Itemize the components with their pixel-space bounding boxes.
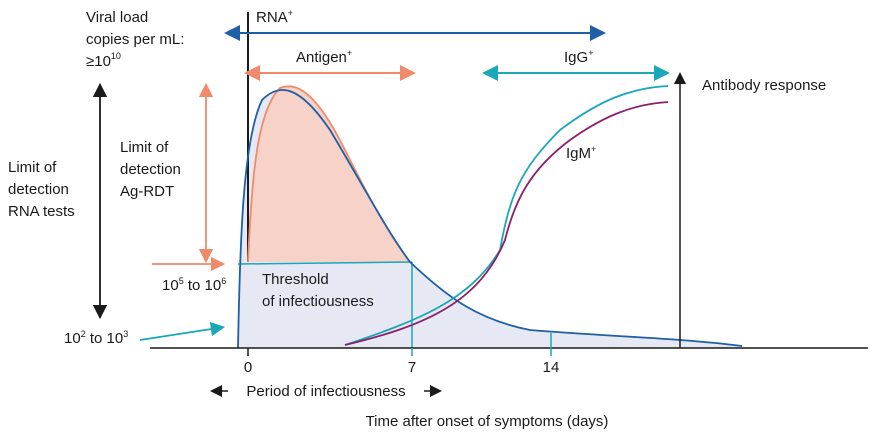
tick-label-7: 7 [408, 359, 416, 376]
rna-label: RNA+ [256, 8, 293, 26]
viral-load-title-line2: copies per mL: [86, 31, 184, 48]
viral-load-curve [237, 89, 743, 349]
low-level-pointer [139, 321, 226, 341]
igm-label: IgM+ [566, 144, 596, 162]
antigen-label: Antigen+ [296, 48, 352, 66]
igm-curve [344, 101, 669, 346]
rna-tests-label-line2: detection [8, 181, 69, 198]
viral-load-title-line3: ≥1010 [86, 51, 121, 70]
igg-curve [344, 85, 669, 346]
threshold-line [237, 261, 413, 265]
antibody-response-label: Antibody response [702, 77, 826, 94]
period-label: Period of infectiousness [246, 383, 405, 400]
low-level-label: 102 to 103 [64, 329, 128, 347]
rna-tests-label-line1: Limit of [8, 159, 57, 176]
antigen-area [248, 86, 410, 262]
x-axis-title: Time after onset of symptoms (days) [366, 413, 609, 430]
high-level-label: 105 to 106 [162, 276, 226, 294]
viral-load-area [238, 89, 742, 348]
agrdt-label-line3: Ag-RDT [120, 183, 174, 200]
threshold-label-line2: of infectiousness [262, 293, 374, 310]
agrdt-label-line1: Limit of [120, 139, 169, 156]
tick-label-14: 14 [543, 359, 560, 376]
rna-tests-label-line3: RNA tests [8, 203, 75, 220]
threshold-label-line1: Threshold [262, 271, 329, 288]
viral-load-title-line1: Viral load [86, 9, 148, 26]
igg-label: IgG+ [564, 48, 593, 66]
agrdt-label-line2: detection [120, 161, 181, 178]
tick-label-0: 0 [244, 359, 252, 376]
